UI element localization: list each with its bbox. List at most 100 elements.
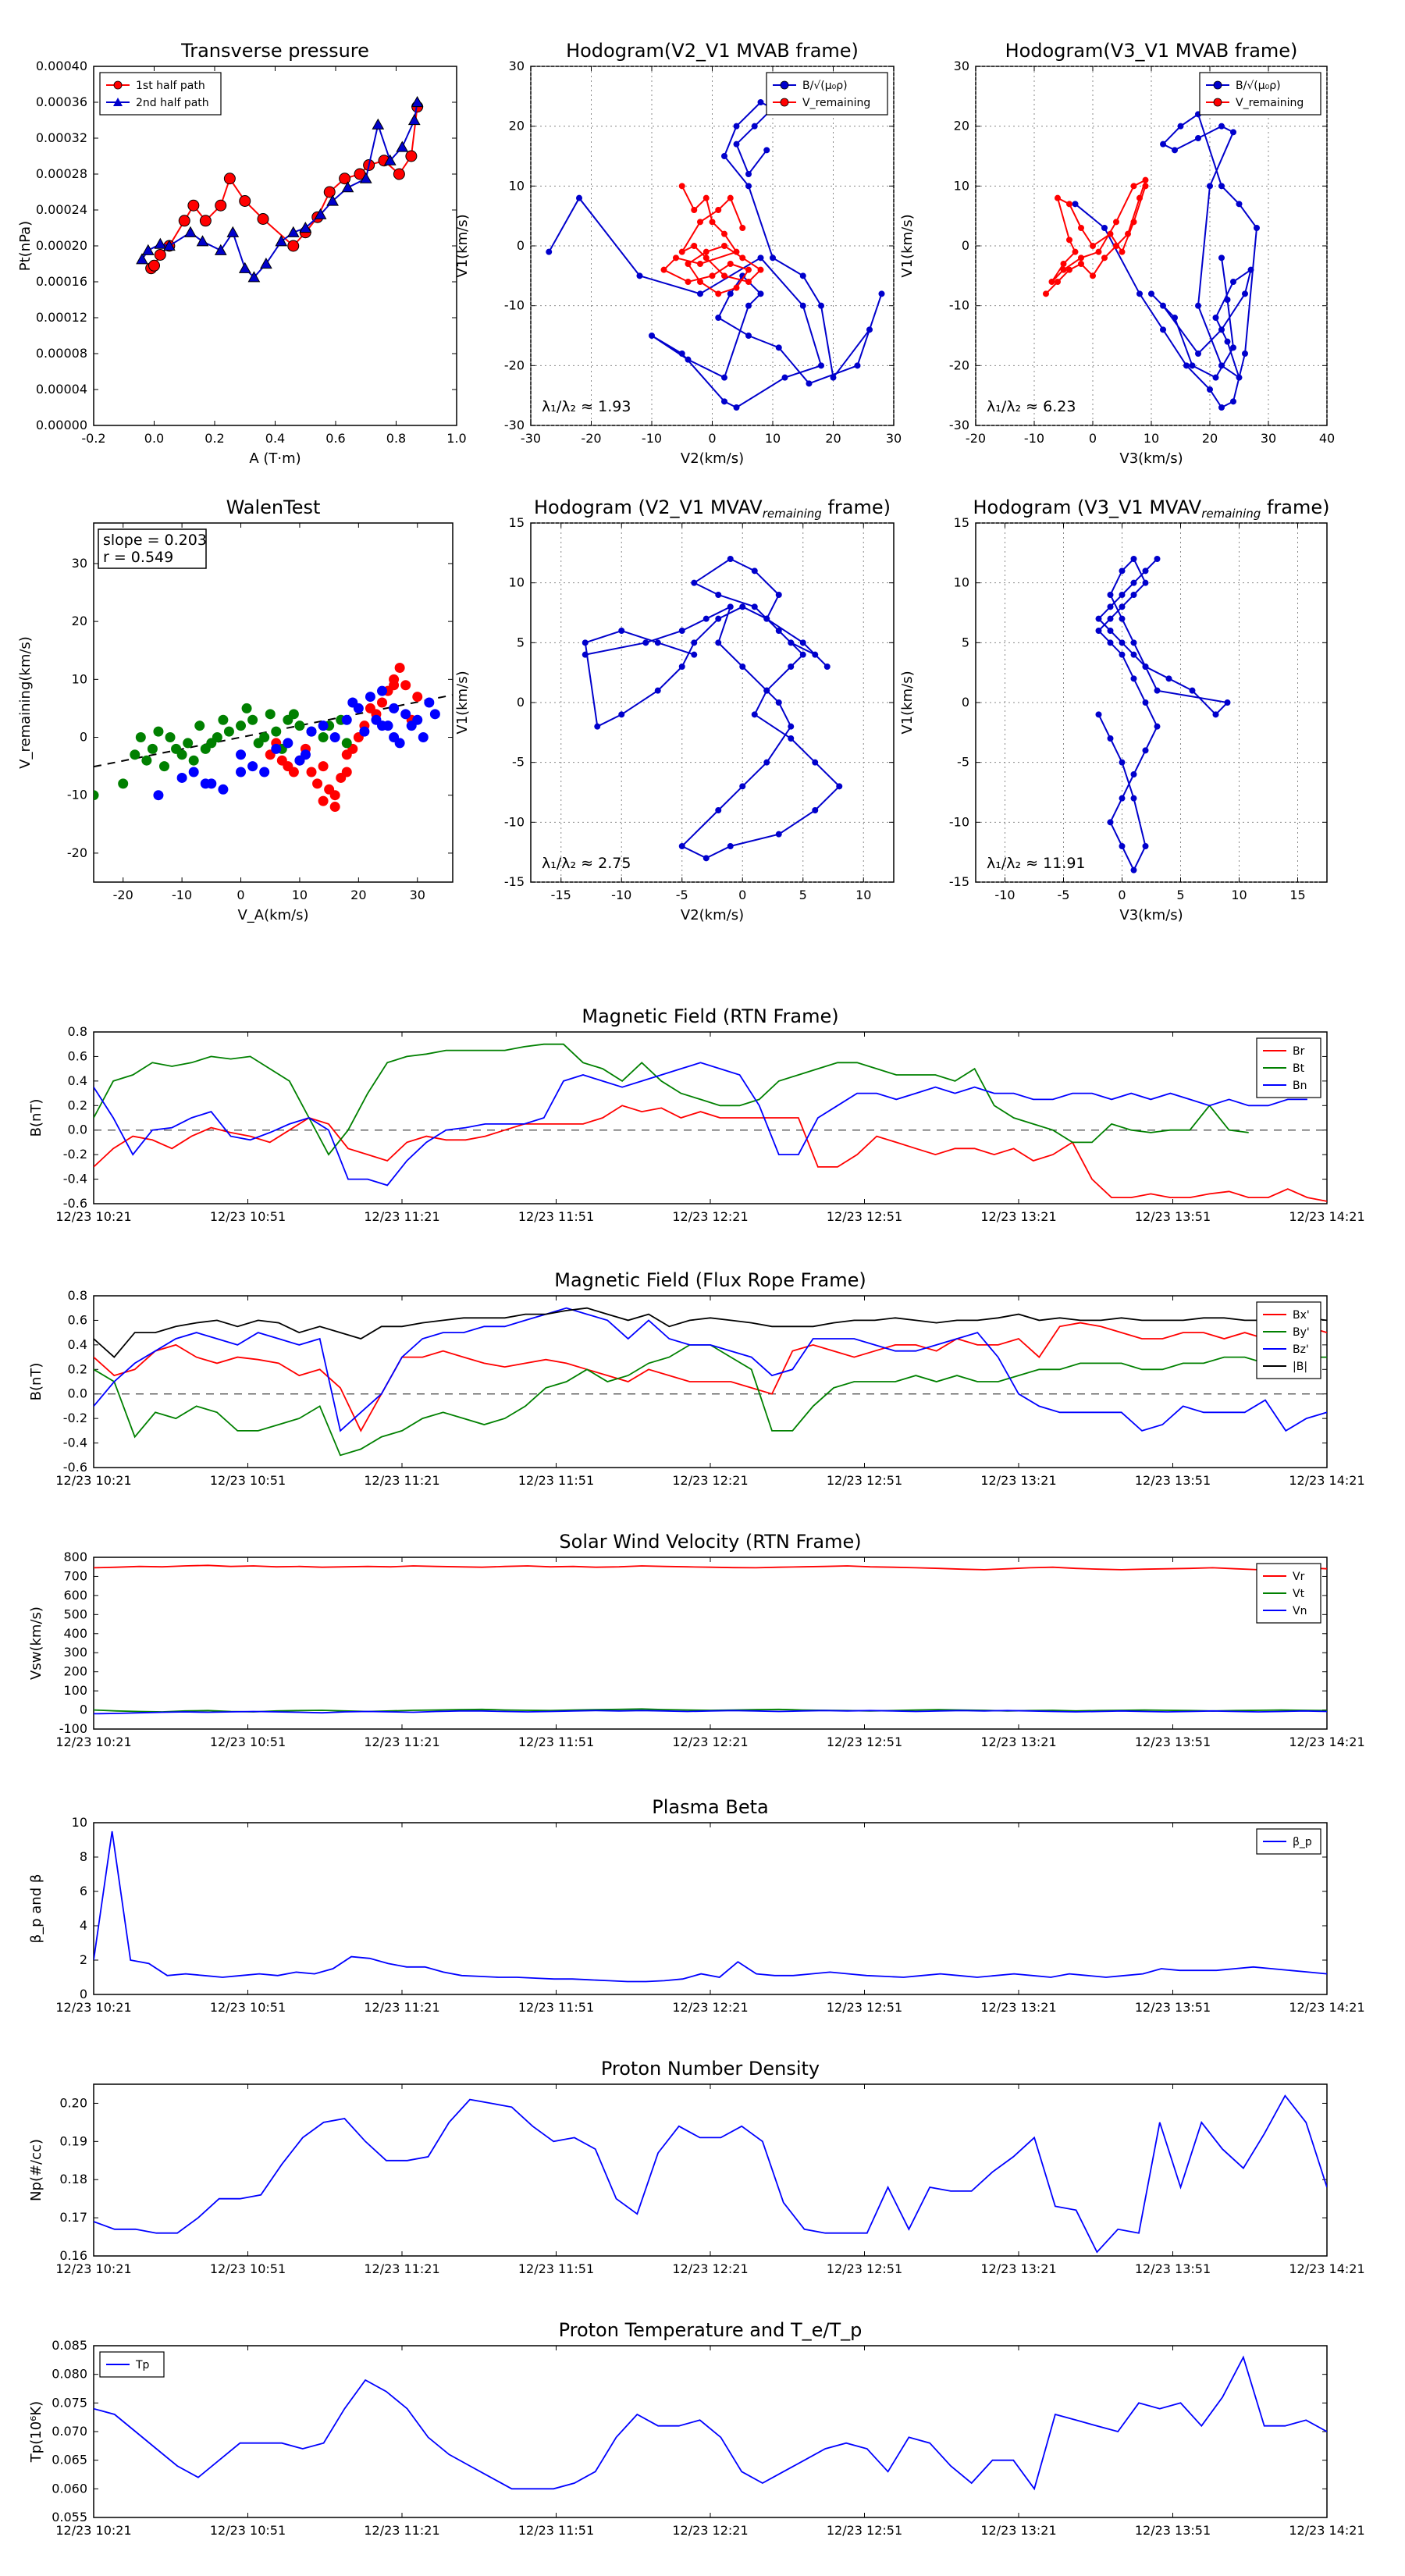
hodogram-v2v1-mvav-xtick: -5 xyxy=(676,888,688,902)
hodogram-v3v1-mvav-point xyxy=(1142,568,1149,575)
hodogram-v3v1-mvab-point xyxy=(1078,225,1084,231)
walen-test-stat-annotation: slope = 0.203 xyxy=(103,532,207,549)
hodogram-v2v1-mvab-point xyxy=(678,183,685,190)
proton-number-density-ytick: 0.16 xyxy=(59,2248,87,2263)
walen-test-ytick: 30 xyxy=(72,556,87,571)
transverse-pressure-ytick: 0.00012 xyxy=(36,310,87,325)
hodogram-v3v1-mvab-point xyxy=(1218,183,1225,190)
hodogram-v2v1-mvab-point xyxy=(757,266,764,273)
transverse-pressure-plot-area xyxy=(93,66,457,426)
solar-wind-velocity-legend-label: Vt xyxy=(1293,1588,1305,1600)
walen-test-point xyxy=(218,784,229,795)
hodogram-v2v1-mvav-point xyxy=(594,723,601,730)
hodogram-v3v1-mvab-xtick: 10 xyxy=(1144,431,1159,446)
walen-test-point xyxy=(359,726,370,737)
hodogram-v2v1-mvab-point xyxy=(799,302,806,309)
hodogram-v3v1-mvab-ytick: 30 xyxy=(954,59,969,73)
magnetic-field-flux-rope-legend-label: |B| xyxy=(1293,1361,1307,1373)
hodogram-v2v1-mvab-point xyxy=(745,266,752,273)
hodogram-v2v1-mvav-plot-area xyxy=(530,522,895,883)
magnetic-field-rtn-title: Magnetic Field (RTN Frame) xyxy=(582,1005,838,1027)
plasma-beta-ytick: 2 xyxy=(80,1952,87,1967)
hodogram-v2v1-mvav-ytick: -10 xyxy=(504,814,525,829)
hodogram-v2v1-mvab-point xyxy=(673,254,679,262)
hodogram-v2v1-mvab-point xyxy=(733,123,740,130)
magnetic-field-rtn-series-line xyxy=(94,1105,1327,1202)
hodogram-v3v1-mvav-point xyxy=(1107,628,1114,634)
walen-test-point xyxy=(288,709,299,720)
solar-wind-velocity-ytick: 400 xyxy=(63,1626,87,1641)
hodogram-v3v1-mvab-point xyxy=(1078,254,1084,262)
hodogram-v2v1-mvav-point xyxy=(654,687,661,694)
plasma-beta-xtick: 12/23 14:21 xyxy=(1289,2000,1364,2015)
walen-test-point xyxy=(412,692,423,703)
hodogram-v3v1-mvab-point xyxy=(1212,374,1219,381)
hodogram-v2v1-mvav-ytick: -5 xyxy=(512,755,525,770)
hodogram-v2v1-mvab-ytick: -20 xyxy=(504,358,525,372)
solar-wind-velocity-ytick: 700 xyxy=(63,1568,87,1583)
hodogram-v2v1-mvab-point xyxy=(818,362,824,369)
hodogram-v2v1-mvav-point xyxy=(727,556,734,562)
hodogram-v2v1-mvab-point xyxy=(685,261,692,267)
hodogram-v2v1-mvav-point xyxy=(751,568,758,575)
hodogram-v3v1-mvav-point xyxy=(1142,843,1149,849)
walen-test-point xyxy=(247,761,258,772)
hodogram-v3v1-mvav-xtick: -10 xyxy=(994,888,1015,902)
hodogram-v3v1-mvab-ytick: -30 xyxy=(949,418,969,432)
solar-wind-velocity-legend-label: Vn xyxy=(1293,1605,1307,1617)
hodogram-v3v1-mvab-point xyxy=(1218,404,1225,411)
walen-test-point xyxy=(306,767,317,777)
walen-test-point xyxy=(188,755,199,766)
walen-test-point xyxy=(130,749,140,760)
hodogram-v3v1-mvab-point xyxy=(1236,201,1243,208)
hodogram-v3v1-mvav-point xyxy=(1107,603,1114,610)
walen-test-point xyxy=(312,778,323,789)
hodogram-v2v1-mvab-point xyxy=(576,194,582,201)
hodogram-v3v1-mvav-xtick: 15 xyxy=(1289,888,1305,902)
hodogram-v2v1-mvab-point xyxy=(854,362,861,369)
hodogram-v2v1-mvab-point xyxy=(745,183,752,190)
proton-temperature-xtick: 12/23 11:21 xyxy=(364,2523,439,2538)
hodogram-v2v1-mvav-xtick: -15 xyxy=(551,888,571,902)
hodogram-v3v1-mvab-point xyxy=(1160,302,1166,309)
hodogram-v3v1-mvab-point xyxy=(1242,350,1248,357)
walen-test-point xyxy=(236,749,247,760)
walen-test-point xyxy=(389,703,400,713)
magnetic-field-flux-rope-legend-label: Bx' xyxy=(1293,1309,1310,1322)
solar-wind-velocity-ytick: 500 xyxy=(63,1606,87,1621)
magnetic-field-flux-rope-xtick: 12/23 14:21 xyxy=(1289,1473,1364,1488)
proton-temperature-xtick: 12/23 10:51 xyxy=(210,2523,286,2538)
hodogram-v3v1-mvab-point xyxy=(1078,261,1084,267)
transverse-pressure-point xyxy=(226,226,240,237)
transverse-pressure-point xyxy=(154,237,167,249)
magnetic-field-flux-rope-ytick: -0.2 xyxy=(63,1411,87,1425)
hodogram-v3v1-mvav-point xyxy=(1165,675,1172,682)
plasma-beta-xtick: 12/23 12:51 xyxy=(827,2000,902,2015)
hodogram-v3v1-mvab-xtick: 0 xyxy=(1089,431,1097,446)
hodogram-v2v1-mvav-point xyxy=(788,664,795,670)
hodogram-v3v1-mvav-point xyxy=(1107,592,1114,598)
hodogram-v2v1-mvav-point xyxy=(788,735,795,742)
hodogram-v2v1-mvab-point xyxy=(739,254,746,262)
hodogram-v2v1-mvab-ytick: 30 xyxy=(509,59,525,73)
hodogram-v3v1-mvav-point xyxy=(1224,699,1231,706)
hodogram-v3v1-mvav-point xyxy=(1119,568,1126,575)
hodogram-v2v1-mvav-point xyxy=(678,628,685,634)
magnetic-field-flux-rope-legend-label: Bz' xyxy=(1293,1343,1309,1356)
hodogram-v2v1-mvab-point xyxy=(745,333,752,339)
hodogram-v3v1-mvab-ytick: -10 xyxy=(949,298,969,313)
proton-number-density-chart: 0.16 0.17 0.18 0.19 0.20 12/23 10:21 12/23 10:… xyxy=(28,2058,1365,2276)
proton-number-density-xtick: 12/23 12:21 xyxy=(672,2261,748,2276)
walen-test-point xyxy=(394,662,405,673)
magnetic-field-rtn-ytick: 0.2 xyxy=(68,1098,87,1112)
solar-wind-velocity-xtick: 12/23 13:51 xyxy=(1135,1735,1211,1749)
walen-test-point xyxy=(429,709,440,720)
hodogram-v3v1-mvab-ytick: 10 xyxy=(954,178,969,193)
hodogram-v3v1-mvab-xtick: 20 xyxy=(1202,431,1218,446)
transverse-pressure-xtick: 0.4 xyxy=(265,431,285,446)
plasma-beta-chart: 0 2 4 6 8 10 12/23 10:21 12/23 10:51 12/23 11:21… xyxy=(28,1796,1365,2015)
hodogram-v2v1-mvav-ytick: 10 xyxy=(509,575,525,590)
transverse-pressure-point xyxy=(275,235,288,247)
hodogram-v3v1-mvab-point xyxy=(1230,398,1236,405)
hodogram-v3v1-mvav-xtick: -5 xyxy=(1058,888,1070,902)
